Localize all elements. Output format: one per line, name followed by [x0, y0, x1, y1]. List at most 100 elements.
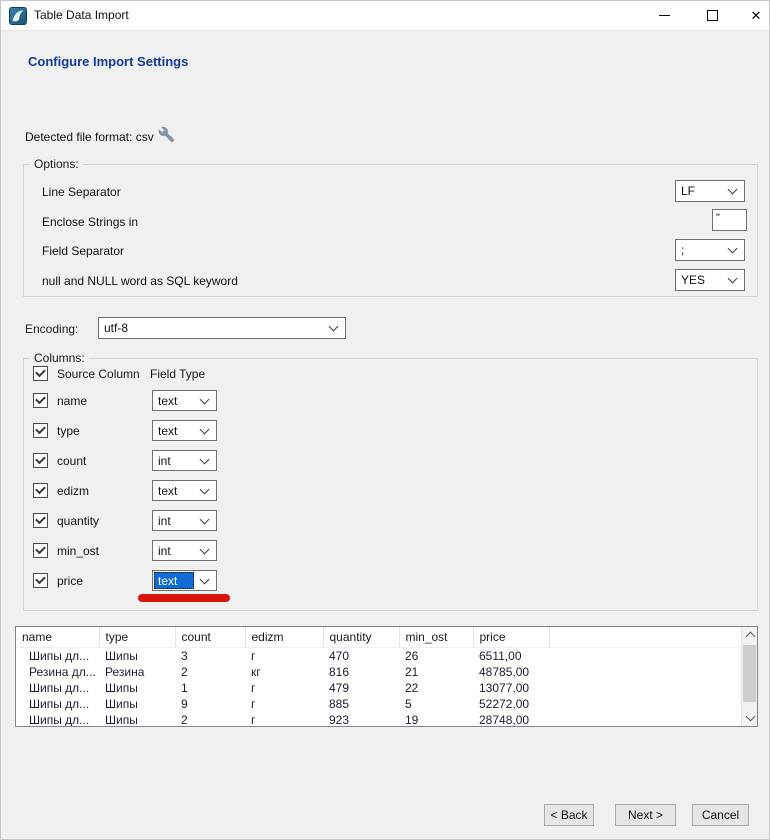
close-button[interactable]: ✕	[739, 1, 769, 30]
preview-header-cell: quantity	[323, 627, 400, 648]
field-type-combo-name[interactable]: text	[152, 390, 217, 411]
cell: 2	[181, 665, 188, 679]
column-checkbox-edizm[interactable]	[33, 483, 48, 498]
chevron-down-icon	[727, 184, 738, 195]
field-type-combo-quantity[interactable]: int	[152, 510, 217, 531]
cell: 5	[405, 697, 412, 711]
select-all-columns-checkbox[interactable]	[33, 366, 48, 381]
chevron-down-icon	[199, 424, 210, 434]
options-legend: Options:	[30, 157, 83, 171]
cell: 470	[329, 649, 350, 663]
cell: Шипы дл...	[29, 697, 90, 711]
back-button[interactable]: < Back	[544, 804, 594, 826]
field-type-combo-min-ost[interactable]: int	[152, 540, 217, 561]
column-checkbox-quantity[interactable]	[33, 513, 48, 528]
chevron-down-icon	[199, 484, 210, 494]
column-label-edizm: edizm	[57, 484, 90, 498]
null-keyword-combo[interactable]: YES	[675, 269, 745, 291]
cell: 2	[181, 713, 188, 727]
line-separator-combo[interactable]: LF	[675, 180, 745, 202]
field-type-value: int	[158, 453, 171, 468]
cancel-button[interactable]: Cancel	[692, 804, 749, 826]
mysql-dolphin-icon	[9, 7, 27, 25]
cell: 1	[181, 681, 188, 695]
selected-field-type-value: text	[154, 572, 194, 589]
minimize-button[interactable]	[647, 1, 681, 30]
encoding-combo[interactable]: utf-8	[98, 317, 346, 339]
cell: 52272,00	[479, 697, 530, 711]
cell: 6511,00	[479, 649, 522, 663]
field-type-combo-price[interactable]: text	[152, 570, 217, 591]
field-type-combo-edizm[interactable]: text	[152, 480, 217, 501]
column-label-name: name	[57, 394, 88, 408]
field-type-combo-count[interactable]: int	[152, 450, 217, 471]
field-type-value: text	[158, 483, 178, 498]
cell: г	[251, 713, 256, 727]
preview-header-cell: edizm	[245, 627, 324, 648]
window-title: Table Data Import	[34, 8, 129, 22]
options-group: Options: Line Separator LF Enclose Strin…	[23, 157, 758, 297]
encoding-value: utf-8	[104, 321, 129, 335]
source-column-header: Source Column	[57, 367, 140, 381]
cell: 479	[329, 681, 350, 695]
vertical-scrollbar[interactable]	[741, 627, 757, 726]
field-type-value: text	[158, 423, 178, 438]
chevron-down-icon	[727, 243, 738, 254]
preview-header-cell: type	[99, 627, 176, 648]
column-checkbox-price[interactable]	[33, 573, 48, 588]
column-label-type: type	[57, 424, 80, 438]
cell: 13077,00	[479, 681, 530, 695]
preview-row[interactable]: Резина дл... Резина 2 кг 816 21 48785,00	[16, 664, 743, 680]
column-checkbox-count[interactable]	[33, 453, 48, 468]
scroll-down-button[interactable]	[742, 710, 757, 726]
column-label-quantity: quantity	[57, 514, 100, 528]
encoding-label: Encoding:	[25, 322, 79, 336]
column-checkbox-type[interactable]	[33, 423, 48, 438]
chevron-down-icon	[727, 273, 738, 284]
cell: г	[251, 681, 256, 695]
column-label-count: count	[57, 454, 87, 468]
cell: 19	[405, 713, 419, 727]
preview-header-row: name type count edizm quantity min_ost p…	[16, 627, 743, 648]
preview-header-cell: name	[16, 627, 100, 648]
field-separator-combo[interactable]: ;	[675, 239, 745, 261]
cell: Резина	[105, 665, 145, 679]
enclose-strings-input[interactable]	[712, 209, 747, 231]
field-type-header: Field Type	[150, 367, 206, 381]
maximize-button[interactable]	[695, 1, 729, 30]
page-title: Configure Import Settings	[28, 54, 189, 69]
wrench-icon[interactable]	[158, 126, 175, 143]
column-checkbox-name[interactable]	[33, 393, 48, 408]
scrollbar-thumb[interactable]	[743, 645, 756, 702]
chevron-down-icon	[199, 514, 210, 524]
cell: Шипы дл...	[29, 649, 90, 663]
null-keyword-label: null and NULL word as SQL keyword	[42, 274, 238, 288]
cell: Шипы	[105, 681, 138, 695]
detected-format-label: Detected file format: csv	[25, 130, 154, 144]
cell: 26	[405, 649, 419, 663]
cell: Шипы	[105, 713, 138, 727]
preview-row[interactable]: Шипы дл... Шипы 9 г 885 5 52272,00	[16, 696, 743, 712]
maximize-icon	[706, 10, 718, 21]
red-underline-annotation	[138, 594, 230, 602]
preview-row[interactable]: Шипы дл... Шипы 3 г 470 26 6511,00	[16, 648, 743, 665]
cell: 22	[405, 681, 419, 695]
cell: 48785,00	[479, 665, 530, 679]
cell: 3	[181, 649, 188, 663]
minimize-icon	[658, 15, 670, 16]
cell: Шипы	[105, 649, 138, 663]
column-checkbox-min-ost[interactable]	[33, 543, 48, 558]
scroll-up-button[interactable]	[742, 627, 757, 643]
column-label-min-ost: min_ost	[57, 544, 100, 558]
preview-header-cell: price	[473, 627, 550, 648]
field-type-value: text	[158, 393, 178, 408]
chevron-down-icon	[745, 711, 755, 722]
preview-row[interactable]: Шипы дл... Шипы 1 г 479 22 13077,00	[16, 680, 743, 696]
cell: 923	[329, 713, 350, 727]
preview-row[interactable]: Шипы дл... Шипы 2 г 923 19 28748,00	[16, 712, 743, 727]
field-type-combo-type[interactable]: text	[152, 420, 217, 441]
field-type-value: int	[158, 513, 171, 528]
next-button[interactable]: Next >	[615, 804, 676, 826]
line-separator-label: Line Separator	[42, 185, 121, 199]
